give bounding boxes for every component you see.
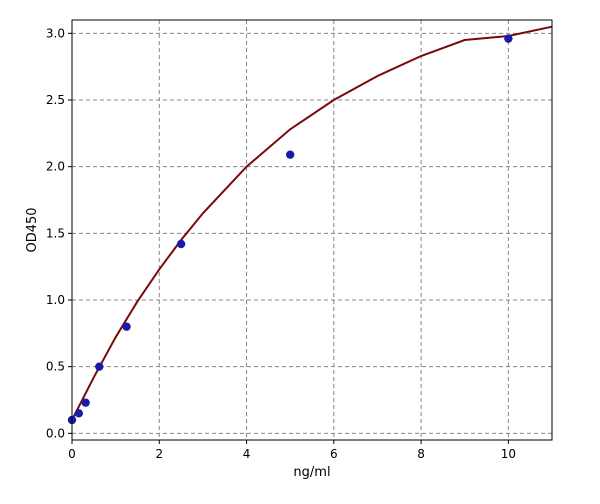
y-tick-label: 3.0 bbox=[46, 26, 65, 40]
x-tick-label: 8 bbox=[417, 447, 425, 461]
y-axis-title: OD450 bbox=[25, 207, 40, 252]
grid-layer bbox=[71, 20, 552, 440]
tick-layer: 0 2 4 6 8 10 0.0 0.5 1.0 1.5 2.0 2.5 3.0 bbox=[46, 26, 516, 461]
y-tick-label: 0.5 bbox=[46, 360, 65, 374]
data-point bbox=[95, 362, 104, 371]
y-tick-label: 2.5 bbox=[46, 93, 65, 107]
data-point bbox=[176, 239, 186, 249]
data-point bbox=[122, 322, 131, 331]
x-tick-label: 2 bbox=[155, 447, 163, 461]
y-tick-label: 2.0 bbox=[46, 160, 65, 174]
data-point bbox=[504, 34, 513, 43]
x-axis-title: ng/ml bbox=[293, 465, 330, 480]
data-point bbox=[74, 409, 84, 418]
y-tick-label: 1.0 bbox=[46, 293, 65, 307]
data-point bbox=[285, 150, 295, 159]
x-tick-label: 6 bbox=[330, 447, 338, 461]
fit-curve bbox=[71, 25, 553, 421]
y-tick-label: 0.0 bbox=[46, 426, 65, 440]
y-tick-label: 1.5 bbox=[46, 226, 65, 240]
x-tick-label: 0 bbox=[68, 447, 76, 461]
x-tick-label: 10 bbox=[501, 447, 516, 461]
series-layer bbox=[67, 25, 553, 425]
data-point bbox=[81, 398, 90, 407]
plot-frame bbox=[71, 19, 553, 441]
x-tick-label: 4 bbox=[243, 447, 251, 461]
